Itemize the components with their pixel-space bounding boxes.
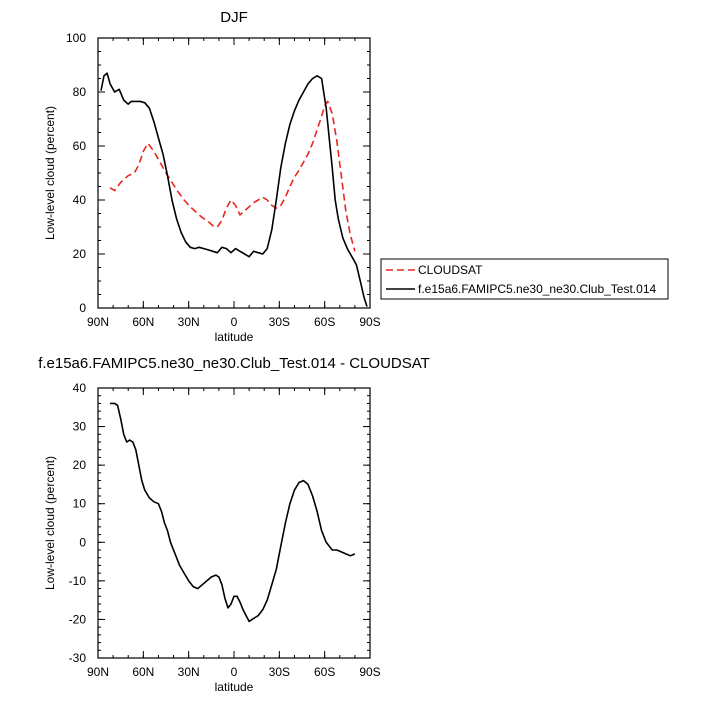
y-tick-label: 100 [66, 31, 86, 45]
series-line-cloudsat [109, 100, 356, 252]
y-tick-label: -20 [69, 612, 87, 626]
chart-panel-2: f.e15a6.FAMIPC5.ne30_ne30.Club_Test.014 … [38, 355, 430, 694]
legend-label: CLOUDSAT [418, 263, 483, 277]
x-tick-label: 60S [314, 665, 335, 679]
legend-box [380, 258, 669, 300]
x-tick-label: 30S [269, 315, 290, 329]
y-tick-label: 60 [73, 139, 87, 153]
chart-title: f.e15a6.FAMIPC5.ne30_ne30.Club_Test.014 … [38, 355, 430, 372]
x-axis-label: latitude [215, 680, 254, 694]
y-tick-label: 40 [73, 193, 87, 207]
x-axis-label: latitude [215, 330, 254, 344]
x-tick-label: 60N [132, 315, 154, 329]
x-tick-label: 90N [87, 665, 109, 679]
x-tick-label: 90S [359, 315, 380, 329]
x-tick-label: 90S [359, 665, 380, 679]
y-tick-label: 80 [73, 85, 87, 99]
x-tick-label: 30N [178, 315, 200, 329]
series-line-f-e15a6-famipc5-ne30-ne30-club-test-014 [100, 72, 368, 307]
series-line-difference [110, 402, 356, 623]
x-tick-label: 90N [87, 315, 109, 329]
x-tick-label: 0 [231, 665, 238, 679]
x-tick-label: 60S [314, 315, 335, 329]
y-tick-label: -30 [69, 651, 87, 665]
y-tick-label: 20 [73, 247, 87, 261]
y-tick-label: 10 [73, 497, 87, 511]
chart-panel-1: DJF 90N 60N 30N 0 30S 60S 90S 0 20 40 60 80 100 latitu… [43, 9, 669, 344]
y-tick-label: 0 [79, 301, 86, 315]
y-tick-label: 20 [73, 458, 87, 472]
chart-title: DJF [220, 9, 248, 26]
y-axis-label: Low-level cloud (percent) [43, 106, 57, 240]
x-tick-label: 30N [178, 665, 200, 679]
legend-label: f.e15a6.FAMIPC5.ne30_ne30.Club_Test.014 [418, 282, 656, 296]
plot-frame [97, 387, 371, 659]
y-tick-label: 30 [73, 420, 87, 434]
legend: CLOUDSAT f.e15a6.FAMIPC5.ne30_ne30.Club_T… [380, 258, 669, 300]
y-tick-label: -10 [69, 574, 87, 588]
x-tick-label: 30S [269, 665, 290, 679]
x-tick-label: 0 [231, 315, 238, 329]
y-axis-label: Low-level cloud (percent) [43, 456, 57, 590]
y-tick-label: 0 [79, 535, 86, 549]
plot-frame [97, 37, 371, 309]
y-tick-label: 40 [73, 381, 87, 395]
x-tick-label: 60N [132, 665, 154, 679]
